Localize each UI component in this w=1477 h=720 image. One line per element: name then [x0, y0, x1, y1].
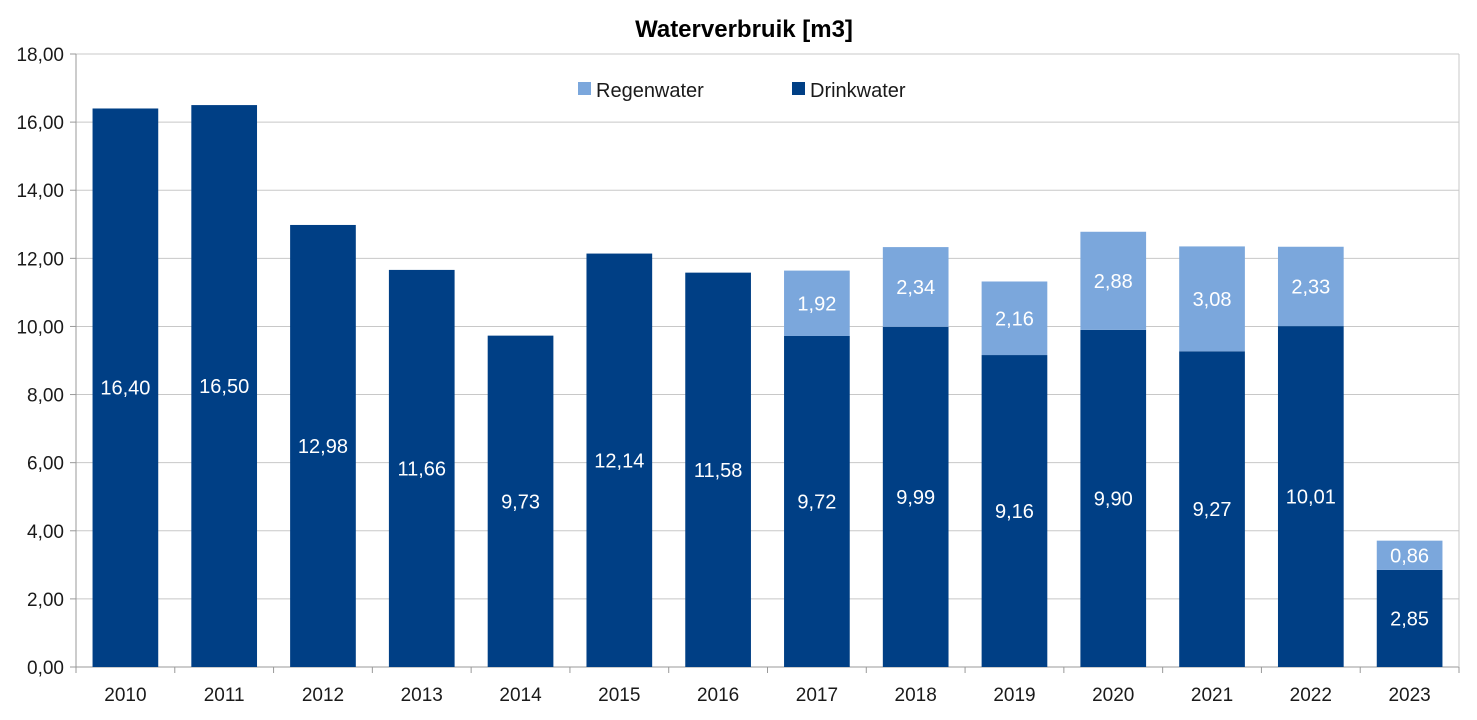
x-tick-label: 2023: [1388, 685, 1430, 706]
legend-swatch-drinkwater: [792, 82, 805, 95]
legend-label-drinkwater: Drinkwater: [810, 80, 906, 102]
y-tick-label: 16,00: [16, 113, 64, 134]
bar-regenwater: [1080, 231, 1147, 330]
x-tick-label: 2015: [598, 685, 640, 706]
bar-drinkwater: [1376, 569, 1443, 667]
x-tick-label: 2017: [796, 685, 838, 706]
data-label-drinkwater: 2,85: [1390, 608, 1429, 630]
data-label-regenwater: 2,16: [995, 308, 1034, 330]
x-tick-label: 2021: [1191, 685, 1233, 706]
data-label-regenwater: 2,88: [1094, 271, 1133, 293]
x-tick-label: 2016: [697, 685, 739, 706]
bar-drinkwater: [1179, 351, 1245, 667]
x-tick-label: 2011: [204, 685, 245, 706]
y-tick-label: 14,00: [16, 181, 64, 202]
bar-regenwater: [1277, 246, 1344, 327]
bar-regenwater: [1376, 540, 1443, 570]
data-label-drinkwater: 9,16: [995, 501, 1034, 523]
bar-regenwater: [1179, 246, 1245, 352]
bar-drinkwater: [1277, 326, 1344, 667]
data-label-drinkwater: 9,72: [797, 491, 836, 513]
data-label-drinkwater: 9,99: [896, 487, 935, 509]
data-label-drinkwater: 11,58: [694, 460, 743, 482]
data-label-regenwater: 0,86: [1390, 545, 1429, 567]
gridlines: [75, 53, 1460, 668]
data-label-drinkwater: 12,98: [298, 436, 348, 458]
data-label-drinkwater: 16,50: [199, 376, 249, 398]
bar-drinkwater: [981, 355, 1048, 667]
x-tick-label: 2010: [104, 685, 146, 706]
y-tick-label: 8,00: [27, 386, 64, 407]
y-tick-label: 6,00: [27, 454, 64, 475]
bar-drinkwater: [487, 335, 554, 667]
x-tick-label: 2013: [401, 685, 443, 706]
data-label-drinkwater: 9,27: [1193, 499, 1232, 521]
bar-drinkwater: [1080, 329, 1147, 667]
data-label-drinkwater: 9,90: [1094, 488, 1133, 510]
bar-regenwater: [784, 270, 850, 336]
bar-drinkwater: [685, 272, 751, 667]
y-tick-label: 18,00: [16, 45, 64, 66]
y-axis: 0,00 2,00 4,00 6,00 8,00 10,00 12,00 14,00 16,00…: [16, 45, 76, 679]
y-tick-label: 4,00: [27, 522, 64, 543]
x-tick-label: 2018: [895, 685, 937, 706]
x-tick-label: 2022: [1290, 685, 1332, 706]
data-label-drinkwater: 11,66: [397, 458, 446, 480]
legend-swatch-regenwater: [578, 82, 591, 95]
legend-label-regenwater: Regenwater: [596, 80, 704, 102]
bar-regenwater: [882, 247, 949, 327]
x-tick-label: 2019: [993, 685, 1035, 706]
y-tick-label: 2,00: [27, 590, 64, 611]
bar-drinkwater: [92, 108, 159, 667]
x-tick-label: 2012: [302, 685, 344, 706]
data-label-drinkwater: 12,14: [594, 450, 644, 472]
bar-drinkwater: [290, 224, 356, 667]
bar-drinkwater: [191, 105, 258, 668]
data-label-drinkwater: 9,73: [501, 491, 540, 513]
data-label-drinkwater: 10,01: [1286, 487, 1336, 509]
x-axis: 2010 2011 2012 2013 2014 2015 2016 2017 2018 2019…: [75, 667, 1460, 706]
data-label-regenwater: 2,33: [1291, 276, 1330, 298]
bar-drinkwater: [882, 326, 949, 667]
bar-regenwater: [981, 281, 1048, 356]
x-tick-label: 2014: [499, 685, 542, 706]
data-label-regenwater: 3,08: [1193, 289, 1232, 311]
y-tick-label: 10,00: [16, 317, 64, 338]
y-tick-label: 12,00: [16, 249, 64, 270]
bar-drinkwater: [586, 253, 653, 667]
bar-drinkwater: [388, 269, 455, 667]
data-label-regenwater: 2,34: [896, 277, 935, 299]
legend: Regenwater Drinkwater: [578, 80, 906, 102]
bars: 16,40 16,50 12,98 11,66 9,73 12,14 11,58 9,72 1,…: [92, 105, 1443, 668]
y-tick-label: 0,00: [27, 658, 64, 679]
x-tick-label: 2020: [1092, 685, 1134, 706]
data-label-drinkwater: 16,40: [100, 378, 150, 400]
chart-title: Waterverbruik [m3]: [635, 16, 853, 43]
data-label-regenwater: 1,92: [797, 293, 836, 315]
bar-drinkwater: [784, 335, 850, 667]
